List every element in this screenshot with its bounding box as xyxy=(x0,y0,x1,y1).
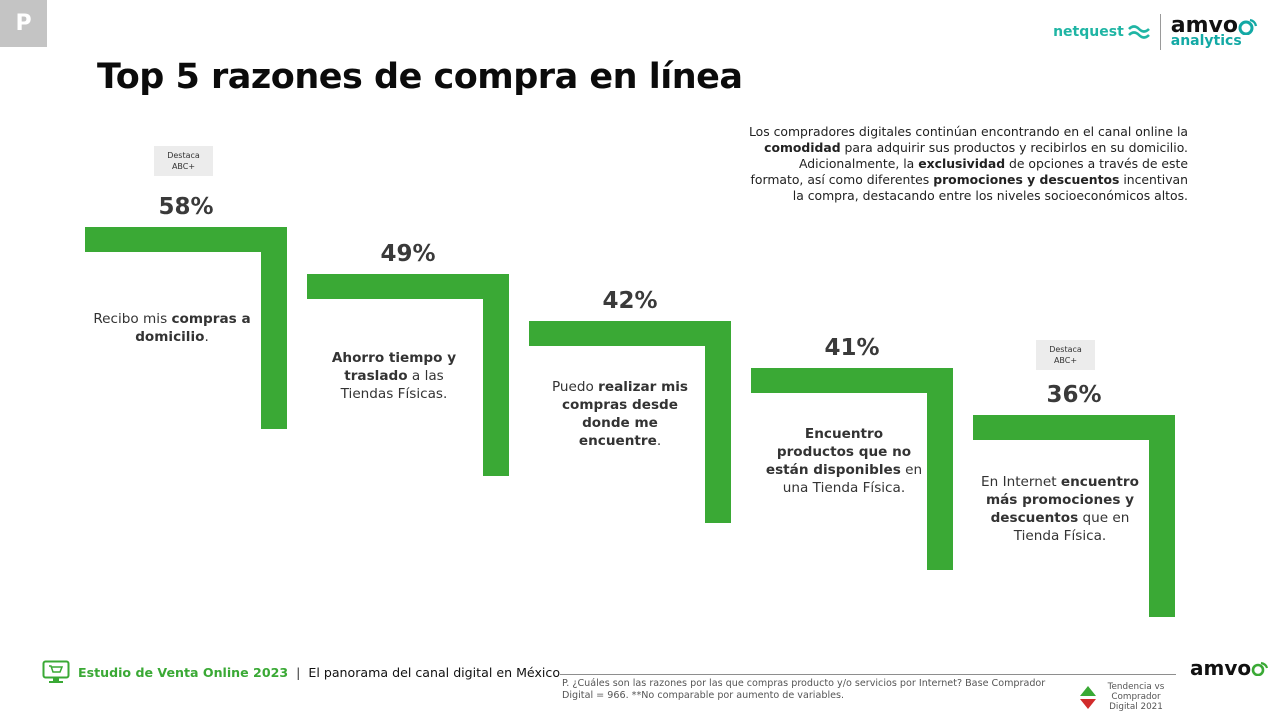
highlight-tag: Destaca ABC+ xyxy=(1036,340,1095,370)
netquest-logo: netquest xyxy=(1053,23,1150,41)
bar-horizontal xyxy=(973,415,1175,440)
reason-label-2: Ahorro tiempo y traslado a las Tiendas F… xyxy=(331,350,457,402)
value-label: 36% xyxy=(1046,382,1101,408)
footer-study-name: Estudio de Venta Online 2023 xyxy=(78,664,289,680)
footer-subtitle: El panorama del canal digital en México xyxy=(308,664,561,680)
bar-vertical xyxy=(705,321,731,523)
amvo-wordmark: amvo xyxy=(1170,13,1238,39)
reason-label-4: Encuentro productos que no están disponi… xyxy=(765,426,923,496)
bar-horizontal xyxy=(751,368,953,393)
bar-2: 49% xyxy=(307,241,509,476)
footer-study-title: Estudio de Venta Online 2023 | El panora… xyxy=(42,660,560,684)
amvo-footer-logo: amvo xyxy=(1190,656,1269,680)
highlight-tag-line1: Destaca xyxy=(167,151,200,160)
footer-divider xyxy=(560,674,1176,675)
insight-description: Los compradores digitales continúan enco… xyxy=(748,124,1188,203)
bar-vertical xyxy=(261,227,287,429)
monitor-cart-icon xyxy=(42,660,70,683)
bar-horizontal xyxy=(529,321,731,346)
highlight-tag: Destaca ABC+ xyxy=(154,146,213,176)
amvo-footer-signal-icon xyxy=(1251,661,1269,676)
amvo-analytics-logo: amvo analytics xyxy=(1170,13,1258,50)
bar-vertical xyxy=(483,274,509,476)
bar-4: 41% xyxy=(751,335,953,570)
trend-down-icon xyxy=(1080,698,1096,709)
bar-vertical xyxy=(1149,415,1175,617)
trend-legend-text: Tendencia vs Comprador Digital 2021 xyxy=(1107,682,1165,712)
footnote: P. ¿Cuáles son las razones por las que c… xyxy=(562,678,1046,701)
bar-horizontal xyxy=(307,274,509,299)
bar-3: 42% xyxy=(529,288,731,523)
netquest-wordmark: netquest xyxy=(1053,24,1124,40)
corner-badge: P xyxy=(0,0,47,47)
bar-5: 36% xyxy=(973,382,1175,617)
trend-legend: Tendencia vs Comprador Digital 2021 xyxy=(1080,682,1168,712)
logo-divider xyxy=(1159,14,1161,50)
highlight-tag-line2: ABC+ xyxy=(1053,356,1078,365)
analytics-wordmark: analytics xyxy=(1170,33,1242,50)
amvo-signal-icon xyxy=(1238,19,1258,36)
footer-separator: | xyxy=(296,664,301,680)
header-logos: netquest amvo analytics xyxy=(1053,14,1258,50)
reason-label-3: Puedo realizar mis compras desde donde m… xyxy=(551,379,689,449)
highlight-tag-line2: ABC+ xyxy=(171,162,196,171)
bar-1: 58% xyxy=(85,194,287,429)
highlight-tag-line1: Destaca xyxy=(1049,345,1082,354)
bar-vertical xyxy=(927,368,953,570)
bar-horizontal xyxy=(85,227,287,252)
netquest-wave-icon xyxy=(1127,25,1150,39)
value-label: 41% xyxy=(824,335,879,361)
reason-label-1: Recibo mis compras a domicilio. xyxy=(93,311,251,345)
trend-up-icon xyxy=(1080,685,1096,696)
reason-label-5: En Internet encuentro más promociones y … xyxy=(981,474,1139,544)
value-label: 49% xyxy=(380,241,435,267)
page-title: Top 5 razones de compra en línea xyxy=(97,57,743,97)
amvo-footer-wordmark: amvo xyxy=(1190,656,1252,680)
value-label: 58% xyxy=(158,194,213,220)
value-label: 42% xyxy=(602,288,657,314)
